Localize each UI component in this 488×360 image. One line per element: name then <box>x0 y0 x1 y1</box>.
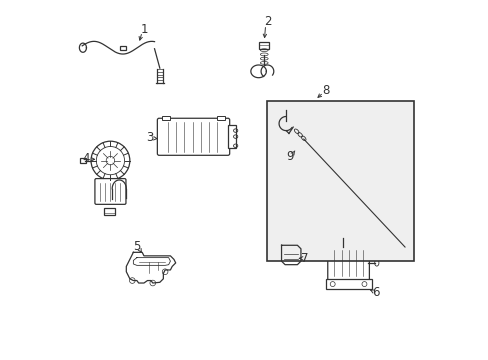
Bar <box>227 125 235 148</box>
FancyBboxPatch shape <box>157 118 229 155</box>
Bar <box>81 158 85 163</box>
Text: 1: 1 <box>140 23 147 36</box>
Bar <box>216 117 224 120</box>
Circle shape <box>96 147 124 175</box>
Text: 9: 9 <box>286 149 293 162</box>
Text: 7: 7 <box>301 252 308 265</box>
Bar <box>104 208 114 215</box>
Bar <box>259 42 269 49</box>
Bar <box>267 100 413 261</box>
Text: 8: 8 <box>321 84 328 96</box>
Text: 3: 3 <box>146 131 153 144</box>
Text: 2: 2 <box>263 15 271 28</box>
Text: 5: 5 <box>133 240 140 253</box>
Text: 4: 4 <box>82 152 89 165</box>
Bar <box>120 46 125 50</box>
Bar <box>162 117 170 120</box>
FancyBboxPatch shape <box>95 179 126 204</box>
Bar <box>338 232 347 238</box>
Circle shape <box>106 156 114 165</box>
Text: 6: 6 <box>371 287 379 300</box>
FancyBboxPatch shape <box>327 246 368 280</box>
Bar <box>325 279 371 289</box>
